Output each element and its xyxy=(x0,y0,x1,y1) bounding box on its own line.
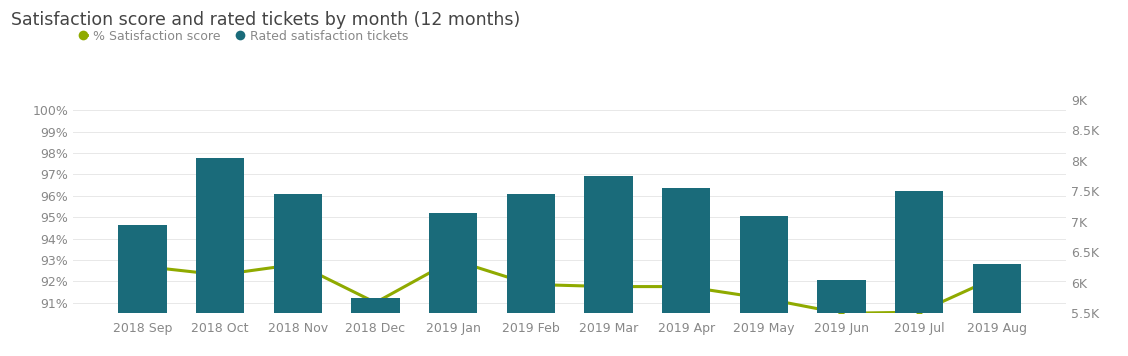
Bar xyxy=(118,225,167,356)
Bar xyxy=(818,280,865,356)
Bar xyxy=(972,265,1021,356)
Bar xyxy=(662,188,711,356)
Bar xyxy=(740,216,787,356)
Bar xyxy=(352,298,399,356)
Bar xyxy=(196,158,245,356)
Legend: % Satisfaction score, Rated satisfaction tickets: % Satisfaction score, Rated satisfaction… xyxy=(74,25,413,48)
Bar xyxy=(506,194,555,356)
Bar xyxy=(895,191,943,356)
Text: Satisfaction score and rated tickets by month (12 months): Satisfaction score and rated tickets by … xyxy=(11,11,520,29)
Bar xyxy=(584,176,633,356)
Bar xyxy=(429,213,477,356)
Bar xyxy=(274,194,321,356)
